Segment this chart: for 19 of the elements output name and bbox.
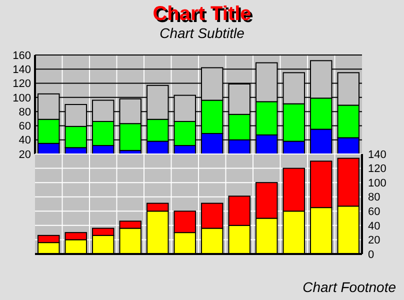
- y-tick-label: 60: [368, 206, 380, 218]
- y-tick-label: 140: [12, 64, 31, 76]
- y-tick-label: 40: [368, 220, 380, 232]
- y-tick-label: 80: [368, 192, 380, 204]
- y-tick-label: 20: [368, 234, 380, 247]
- y-tick-label: 120: [12, 78, 31, 90]
- y-tick-label: 120: [368, 163, 386, 176]
- chart-subtitle: Chart Subtitle: [160, 25, 245, 41]
- y-tick-label: 140: [368, 148, 386, 161]
- y-tick-label: 80: [18, 106, 31, 118]
- chart-title: Chart Title: [154, 5, 254, 27]
- text: Chart Footnote: [302, 279, 396, 295]
- y-tick-label: 40: [18, 134, 31, 147]
- y-tick-label: 60: [18, 120, 31, 133]
- y-tick-label: 100: [12, 92, 31, 104]
- y-tick-label: 100: [368, 177, 386, 190]
- y-tick-label: 20: [18, 148, 31, 161]
- y-tick-label: 160: [12, 50, 31, 62]
- y-tick-label: 0: [368, 248, 374, 261]
